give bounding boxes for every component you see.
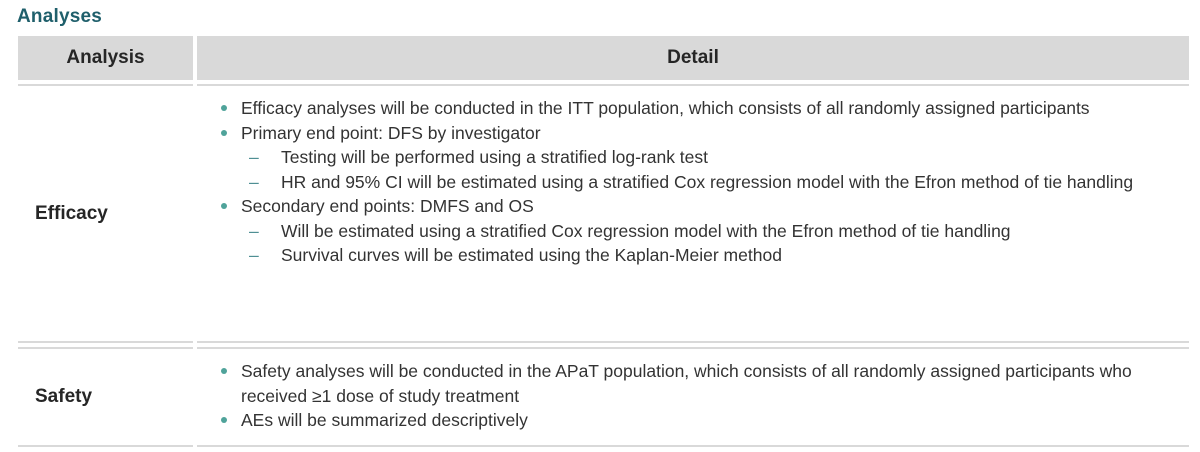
list-item: Efficacy analyses will be conducted in t… bbox=[219, 96, 1179, 121]
list-subitem: HR and 95% CI will be estimated using a … bbox=[219, 170, 1179, 195]
page-title: Analyses bbox=[17, 6, 103, 27]
table-row-safety: Safety Safety analyses will be conducted… bbox=[18, 347, 1189, 447]
list-subitem: Survival curves will be estimated using … bbox=[219, 243, 1179, 268]
list-subitem: Testing will be performed using a strati… bbox=[219, 145, 1179, 170]
header-detail: Detail bbox=[197, 36, 1189, 80]
analyses-table: Analysis Detail Efficacy Efficacy analys… bbox=[18, 36, 1189, 447]
list-item: Primary end point: DFS by investigator bbox=[219, 121, 1179, 146]
row-label-safety: Safety bbox=[18, 347, 193, 447]
list-item: Secondary end points: DMFS and OS bbox=[219, 194, 1179, 219]
row-label-efficacy: Efficacy bbox=[18, 84, 193, 343]
header-analysis: Analysis bbox=[18, 36, 193, 80]
list-subitem: Will be estimated using a stratified Cox… bbox=[219, 219, 1179, 244]
row-detail-efficacy: Efficacy analyses will be conducted in t… bbox=[197, 84, 1189, 343]
table-row-efficacy: Efficacy Efficacy analyses will be condu… bbox=[18, 84, 1189, 343]
list-item: Safety analyses will be conducted in the… bbox=[219, 359, 1179, 408]
list-item: AEs will be summarized descriptively bbox=[219, 408, 1179, 433]
table-header-row: Analysis Detail bbox=[18, 36, 1189, 80]
row-detail-safety: Safety analyses will be conducted in the… bbox=[197, 347, 1189, 447]
